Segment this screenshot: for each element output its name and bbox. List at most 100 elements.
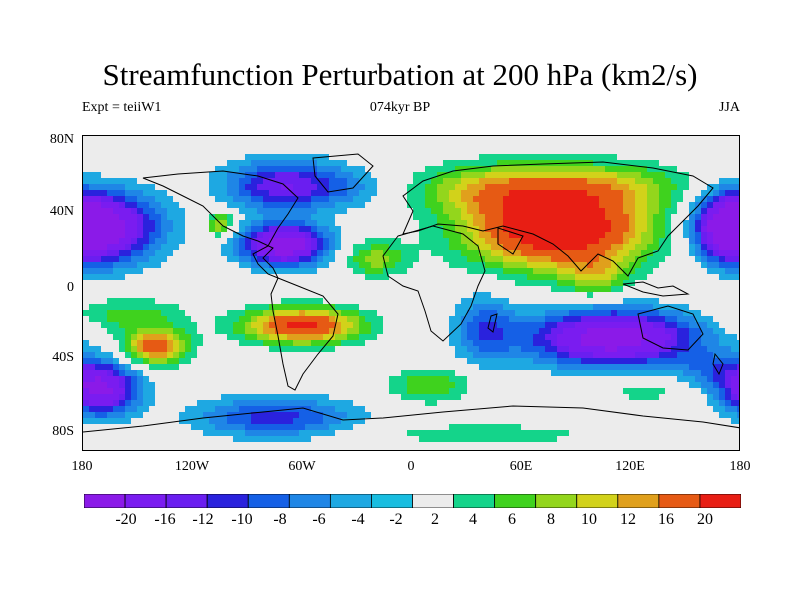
field-cell [455, 184, 462, 191]
field-cell [365, 340, 372, 347]
field-cell [485, 232, 492, 239]
field-cell [107, 298, 114, 305]
field-cell [503, 148, 510, 155]
field-cell [671, 136, 678, 143]
field-cell [587, 304, 594, 311]
field-cell [389, 352, 396, 359]
field-cell [431, 370, 438, 377]
field-cell [317, 274, 324, 281]
field-cell [395, 166, 402, 173]
field-cell [155, 238, 162, 245]
field-cell [563, 220, 570, 227]
field-cell [137, 196, 144, 203]
field-cell [635, 142, 642, 149]
field-cell [575, 172, 582, 179]
field-cell [737, 298, 739, 305]
field-cell [425, 346, 432, 353]
field-cell [521, 322, 528, 329]
field-cell [683, 172, 690, 179]
field-cell [581, 172, 588, 179]
field-cell [707, 316, 714, 323]
field-cell [329, 148, 336, 155]
field-cell [665, 388, 672, 395]
field-cell [209, 244, 216, 251]
field-cell [701, 148, 708, 155]
field-cell [401, 136, 408, 143]
field-cell [437, 286, 444, 293]
field-cell [569, 178, 576, 185]
field-cell [197, 256, 204, 263]
field-cell [389, 166, 396, 173]
field-cell [419, 184, 426, 191]
field-cell [167, 178, 174, 185]
field-cell [641, 382, 648, 389]
field-cell [605, 142, 612, 149]
field-cell [299, 328, 306, 335]
field-cell [347, 370, 354, 377]
field-cell [425, 316, 432, 323]
field-cell [593, 154, 600, 161]
field-cell [677, 322, 684, 329]
field-cell [551, 328, 558, 335]
field-cell [689, 334, 696, 341]
field-cell [605, 226, 612, 233]
field-cell [455, 136, 462, 143]
field-cell [431, 142, 438, 149]
field-cell [443, 370, 450, 377]
field-cell [617, 382, 624, 389]
field-cell [365, 346, 372, 353]
field-cell [419, 352, 426, 359]
field-cell [479, 394, 486, 401]
field-cell [599, 394, 606, 401]
field-cell [713, 202, 720, 209]
field-cell [347, 376, 354, 383]
field-cell [455, 268, 462, 275]
field-cell [245, 238, 252, 245]
field-cell [389, 256, 396, 263]
field-cell [575, 358, 582, 365]
field-cell [731, 160, 738, 167]
field-cell [83, 334, 90, 341]
field-cell [233, 208, 240, 215]
field-cell [629, 148, 636, 155]
field-cell [149, 406, 156, 413]
field-cell [83, 202, 90, 209]
field-cell [431, 220, 438, 227]
field-cell [287, 220, 294, 227]
field-cell [551, 166, 558, 173]
field-cell [119, 364, 126, 371]
field-cell [281, 352, 288, 359]
field-cell [467, 340, 474, 347]
field-cell [305, 178, 312, 185]
field-cell [383, 310, 390, 317]
field-cell [305, 376, 312, 383]
field-cell [215, 322, 222, 329]
field-cell [683, 292, 690, 299]
field-cell [737, 388, 739, 395]
field-cell [389, 304, 396, 311]
field-cell [143, 160, 150, 167]
field-cell [443, 364, 450, 371]
field-cell [191, 154, 198, 161]
field-cell [281, 358, 288, 365]
field-cell [359, 244, 366, 251]
field-cell [167, 238, 174, 245]
field-cell [605, 196, 612, 203]
field-cell [191, 256, 198, 263]
field-cell [311, 292, 318, 299]
field-cell [233, 142, 240, 149]
field-cell [323, 208, 330, 215]
field-cell [719, 184, 726, 191]
field-cell [527, 148, 534, 155]
field-cell [389, 220, 396, 227]
field-cell [317, 226, 324, 233]
field-cell [521, 256, 528, 263]
field-cell [701, 136, 708, 143]
field-cell [599, 340, 606, 347]
field-cell [425, 286, 432, 293]
field-cell [251, 400, 258, 407]
field-cell [653, 250, 660, 257]
field-cell [389, 148, 396, 155]
field-cell [167, 232, 174, 239]
field-cell [437, 370, 444, 377]
